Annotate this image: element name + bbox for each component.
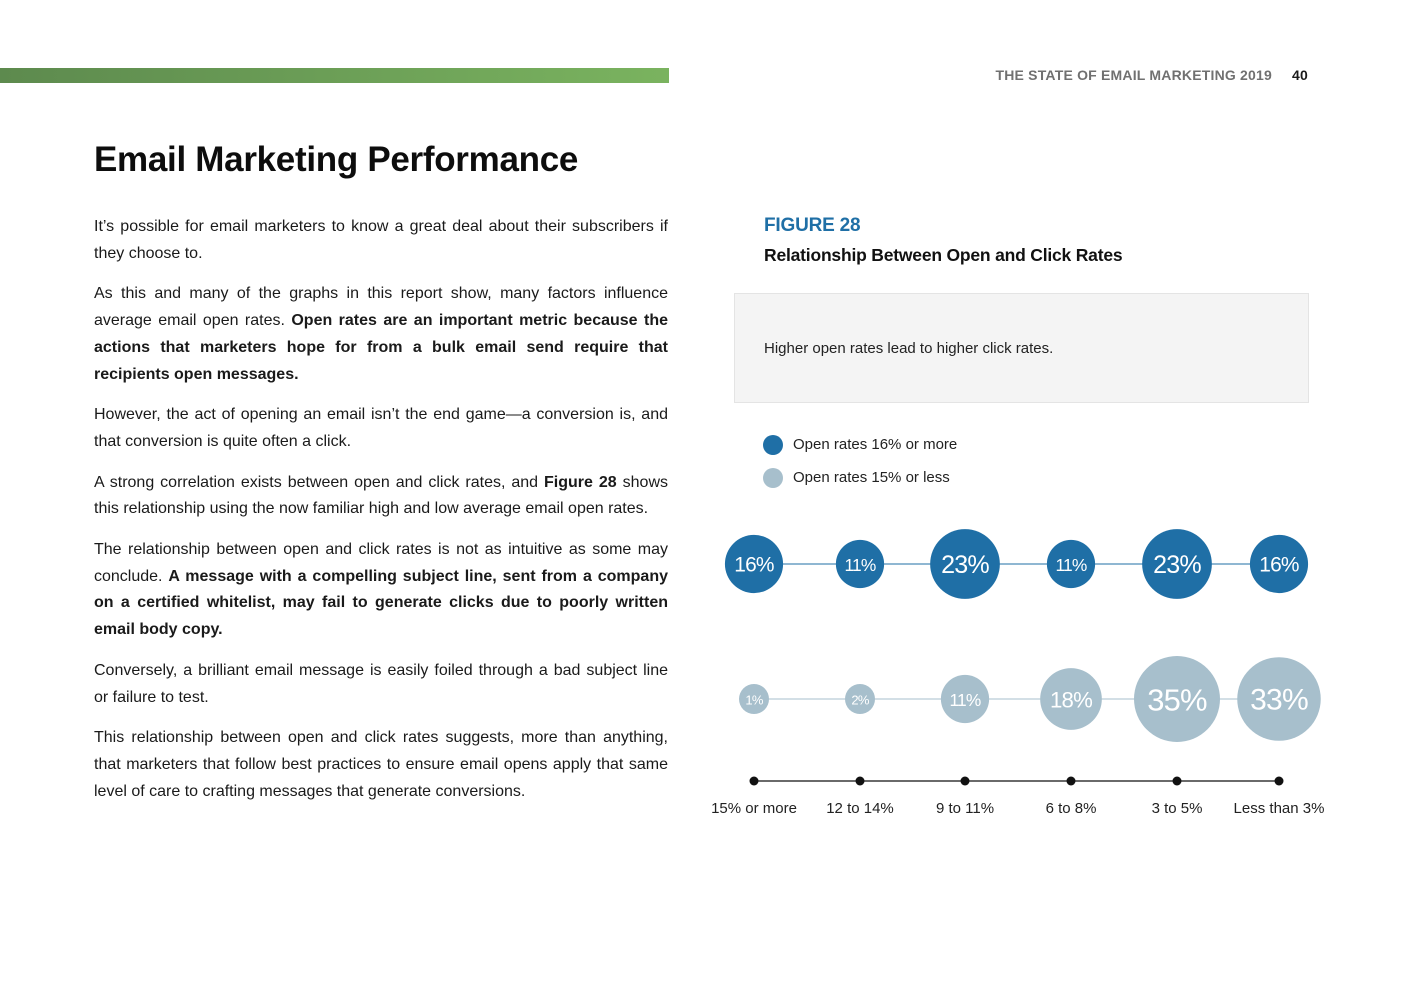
paragraph-run: As this and many of the graphs in this r… (94, 285, 668, 330)
bubble-series-1-2 (835, 539, 885, 589)
bubble-series-2-5 (1134, 656, 1220, 742)
paragraph-run: A strong correlation exists between open… (94, 473, 545, 491)
x-axis-tick-3 (960, 776, 970, 786)
paragraph-run: The relationship between open and click … (94, 541, 668, 585)
x-axis-tick-label-4: 6 to 8% (1046, 800, 1097, 817)
x-axis-tick-6 (1274, 776, 1284, 786)
paragraph-7: This relationship between open and click… (94, 725, 668, 805)
bubble-label-series-1-3: 23% (941, 551, 989, 579)
figure-label: FIGURE 28 (764, 215, 861, 236)
paragraph-6: Conversely, a brilliant email message is… (94, 658, 668, 711)
x-axis-tick-label-3: 9 to 11% (936, 800, 994, 817)
bubble-label-series-1-1: 16% (734, 554, 774, 577)
page-number: 40 (1292, 67, 1308, 83)
x-axis-tick-label-5: 3 to 5% (1152, 800, 1203, 817)
legend-label-low-open: Open rates 15% or less (793, 469, 950, 486)
legend-swatch-low-open (763, 467, 783, 488)
bubble-series-2-6 (1237, 657, 1321, 741)
legend-label-high-open: Open rates 16% or more (793, 436, 958, 453)
x-axis-tick-1 (749, 776, 759, 786)
figure-callout-text: Higher open rates lead to higher click r… (764, 340, 1054, 357)
bubble-label-series-1-4: 11% (1055, 555, 1086, 575)
document-title: THE STATE OF EMAIL MARKETING 2019 (995, 67, 1273, 83)
figure-callout-box: Higher open rates lead to higher click r… (734, 293, 1309, 403)
bubble-series-2-3 (940, 674, 990, 724)
bubble-series-1-4 (1046, 539, 1096, 589)
bubble-series-1-3 (930, 529, 1000, 599)
paragraph-1: It’s possible for email marketers to kno… (94, 214, 668, 267)
bubble-series-1-6 (1249, 534, 1309, 594)
figure-title: Relationship Between Open and Click Rate… (764, 245, 1123, 265)
bubble-label-series-1-5: 23% (1153, 551, 1201, 579)
bubble-series-1-1 (724, 534, 784, 594)
paragraph-run: This relationship between open and click… (94, 729, 668, 800)
bubble-label-series-1-2: 11% (844, 555, 875, 575)
paragraph-run: It’s possible for email marketers to kno… (94, 218, 668, 262)
body-text: It’s possible for email marketers to kno… (94, 214, 668, 819)
x-axis-tick-5 (1172, 776, 1182, 786)
legend-item-low-open: Open rates 15% or less (763, 467, 957, 488)
bubble-label-series-2-2: 2% (851, 693, 869, 708)
bubble-label-series-2-1: 1% (745, 693, 763, 708)
page-title: Email Marketing Performance (94, 140, 579, 179)
bubble-label-series-2-6: 33% (1250, 684, 1308, 717)
bubble-chart: 16% 11% 23% 11% 23% 16% 1% 2% 11% 18% 35% 33% 15% or… (711, 529, 1325, 817)
paragraph-bold-run: A message with a compelling subject line… (94, 567, 669, 639)
legend-item-high-open: Open rates 16% or more (763, 434, 957, 455)
bubble-label-series-1-6: 16% (1259, 554, 1299, 577)
bubble-label-series-2-5: 35% (1147, 683, 1207, 718)
paragraph-run: Conversely, a brilliant email message is… (94, 661, 668, 706)
paragraph-4: A strong correlation exists between open… (94, 470, 668, 523)
paragraph-5: The relationship between open and click … (94, 537, 668, 644)
paragraph-bold-run: Figure 28 (544, 473, 617, 491)
x-axis-tick-label-1: 15% or more (711, 800, 797, 817)
bubble-series-1-5 (1142, 529, 1212, 599)
x-axis-tick-label-2: 12 to 14% (826, 800, 894, 817)
header-accent-bar (0, 68, 669, 83)
bubble-series-2-1 (739, 684, 769, 714)
x-axis-tick-label-6: Less than 3% (1234, 800, 1325, 817)
bubble-label-series-2-4: 18% (1050, 688, 1092, 713)
paragraph-run: shows this relationship using the now fa… (94, 473, 668, 518)
bubble-label-series-2-3: 11% (949, 690, 980, 710)
x-axis-tick-4 (1066, 776, 1076, 786)
paragraph-bold-run: Open rates are an important metric becau… (94, 312, 668, 383)
bubble-series-2-2 (845, 684, 875, 714)
paragraph-3: However, the act of opening an email isn… (94, 402, 668, 455)
legend-swatch-high-open (763, 434, 783, 455)
bubble-series-2-4 (1040, 668, 1102, 730)
chart-legend: Open rates 16% or more Open rates 15% or… (763, 434, 957, 500)
paragraph-2: As this and many of the graphs in this r… (94, 281, 668, 388)
paragraph-run: However, the act of opening an email isn… (94, 406, 668, 450)
x-axis-tick-2 (855, 776, 865, 786)
running-header: THE STATE OF EMAIL MARKETING 2019 40 (995, 67, 1308, 83)
